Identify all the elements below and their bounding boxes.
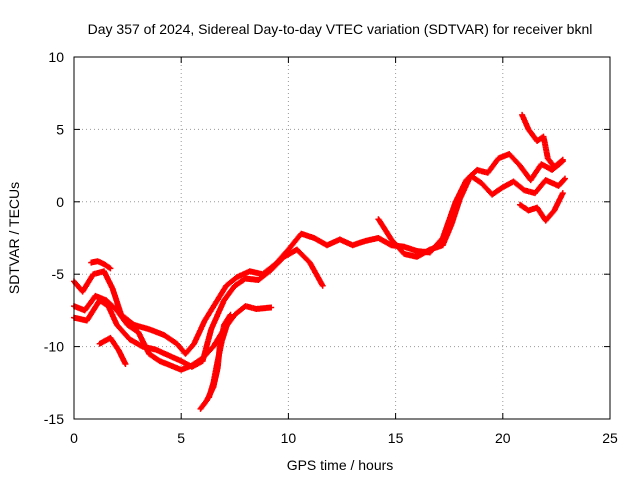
x-tick-label: 15	[388, 430, 404, 446]
y-tick-label: 5	[56, 121, 64, 137]
series-track-j	[517, 190, 566, 224]
data-point-markers	[519, 111, 566, 170]
series-track-g	[206, 317, 232, 401]
series-track-i	[519, 111, 566, 170]
y-tick-label: -5	[52, 266, 65, 282]
y-tick-label: -10	[44, 339, 64, 355]
data-point-markers	[96, 334, 129, 367]
x-tick-label: 20	[495, 430, 511, 446]
data-point-markers	[375, 172, 568, 260]
y-tick-label: -15	[44, 411, 64, 427]
y-tick-label: 0	[56, 194, 64, 210]
grid-lines	[74, 57, 610, 419]
data-point-markers	[517, 190, 566, 224]
x-tick-label: 25	[602, 430, 618, 446]
x-axis-label: GPS time / hours	[287, 457, 394, 473]
series-track-e	[96, 334, 129, 367]
data-point-markers	[206, 317, 232, 401]
series-track-h	[375, 172, 568, 260]
chart-title: Day 357 of 2024, Sidereal Day-to-day VTE…	[88, 21, 593, 37]
data-point-markers	[88, 258, 114, 272]
plot-frame	[73, 56, 611, 420]
x-tick-label: 10	[281, 430, 297, 446]
x-tick-label: 0	[70, 430, 78, 446]
y-tick-label: 10	[48, 49, 64, 65]
axis-ticks: 0 5 10 15 20 25 -15 -10 -5 0 5 10	[44, 49, 618, 446]
x-tick-label: 5	[177, 430, 185, 446]
y-axis-label: SDTVAR / TECUs	[6, 182, 22, 294]
series-track-d	[88, 258, 114, 272]
